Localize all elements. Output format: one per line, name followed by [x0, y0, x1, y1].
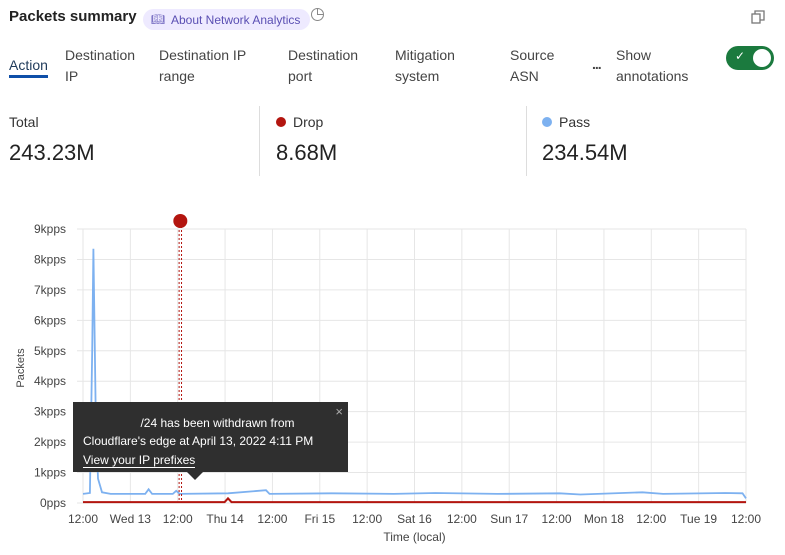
y-tick-label: 8kpps [34, 252, 66, 266]
x-tick-label: Sat 16 [397, 512, 432, 526]
tab-source-asn[interactable]: Source ASN [510, 47, 555, 84]
tab-destination-port[interactable]: Destination port [288, 47, 359, 84]
page-title: Packets summary [9, 8, 137, 25]
x-tick-label: Sun 17 [490, 512, 528, 526]
y-tick-label: 0pps [40, 496, 66, 510]
stat-value: 8.68M [276, 140, 338, 165]
about-network-analytics-button[interactable]: 📖︎ About Network Analytics [143, 9, 311, 30]
divider [526, 106, 527, 176]
stat-label: Total [9, 114, 39, 130]
x-axis-label: Time (local) [383, 530, 445, 544]
history-icon[interactable] [311, 8, 324, 21]
y-tick-label: 3kpps [34, 405, 66, 419]
x-tick-label: Tue 19 [680, 512, 717, 526]
x-tick-label: 12:00 [352, 512, 382, 526]
tab-action[interactable]: Action [9, 55, 48, 78]
stat-pass: Pass 234.54M [542, 114, 628, 166]
y-tick-label: 1kpps [34, 466, 66, 480]
x-tick-label: 12:00 [636, 512, 666, 526]
book-icon: 📖︎ [151, 14, 165, 26]
x-tick-label: 12:00 [257, 512, 287, 526]
series-line-drop [83, 496, 746, 504]
divider [259, 106, 260, 176]
tooltip-line2: Cloudflare's edge at April 13, 2022 4:11… [83, 434, 314, 448]
annotation-tooltip: /24 has been withdrawn from Cloudflare's… [73, 402, 348, 480]
stat-label: Pass [559, 114, 591, 130]
x-tick-label: Wed 13 [110, 512, 151, 526]
tab-destination-ip-range[interactable]: Destination IP range [159, 47, 246, 84]
drop-legend-dot [276, 117, 286, 127]
stat-drop: Drop 8.68M [276, 114, 337, 166]
x-tick-label: 12:00 [542, 512, 572, 526]
copy-icon[interactable] [751, 10, 765, 24]
pass-legend-dot [542, 117, 552, 127]
check-icon: ✓ [735, 49, 746, 63]
y-tick-label: 2kpps [34, 435, 66, 449]
x-tick-label: Fri 15 [304, 512, 335, 526]
tab-destination-ip[interactable]: Destination IP [65, 47, 136, 84]
stat-total: Total 243.23M [9, 114, 95, 166]
y-axis-label: Packets [15, 348, 27, 388]
show-annotations-toggle[interactable]: ✓ [726, 46, 774, 70]
y-tick-label: 6kpps [34, 313, 66, 327]
y-tick-label: 5kpps [34, 344, 66, 358]
tab-mitigation-system[interactable]: Mitigation system [395, 47, 455, 84]
packets-chart: 12:00 Wed 13 12:00 Thu 14 12:00 Fri 15 12:00 Sa… [15, 214, 761, 544]
x-tick-label: 12:00 [68, 512, 98, 526]
about-label: About Network Analytics [170, 12, 301, 27]
more-tabs-button[interactable]: ... [592, 56, 602, 72]
x-tick-label: 12:00 [731, 512, 761, 526]
x-tick-label: Mon 18 [584, 512, 624, 526]
tooltip-pointer [187, 472, 203, 480]
stat-label: Drop [293, 114, 324, 130]
annotation-marker[interactable] [173, 214, 188, 228]
y-tick-label: 9kpps [34, 222, 66, 236]
y-tick-label: 7kpps [34, 283, 66, 297]
view-ip-prefixes-link[interactable]: View your IP prefixes [83, 453, 196, 468]
show-annotations-label: Show annotations [616, 47, 689, 84]
stat-value: 243.23M [9, 140, 95, 165]
x-tick-label: Thu 14 [206, 512, 244, 526]
y-tick-label: 4kpps [34, 374, 66, 388]
stat-value: 234.54M [542, 140, 628, 165]
close-icon[interactable]: × [335, 404, 343, 419]
x-tick-label: 12:00 [447, 512, 477, 526]
x-tick-label: 12:00 [163, 512, 193, 526]
tooltip-line1: /24 has been withdrawn from [140, 416, 295, 430]
